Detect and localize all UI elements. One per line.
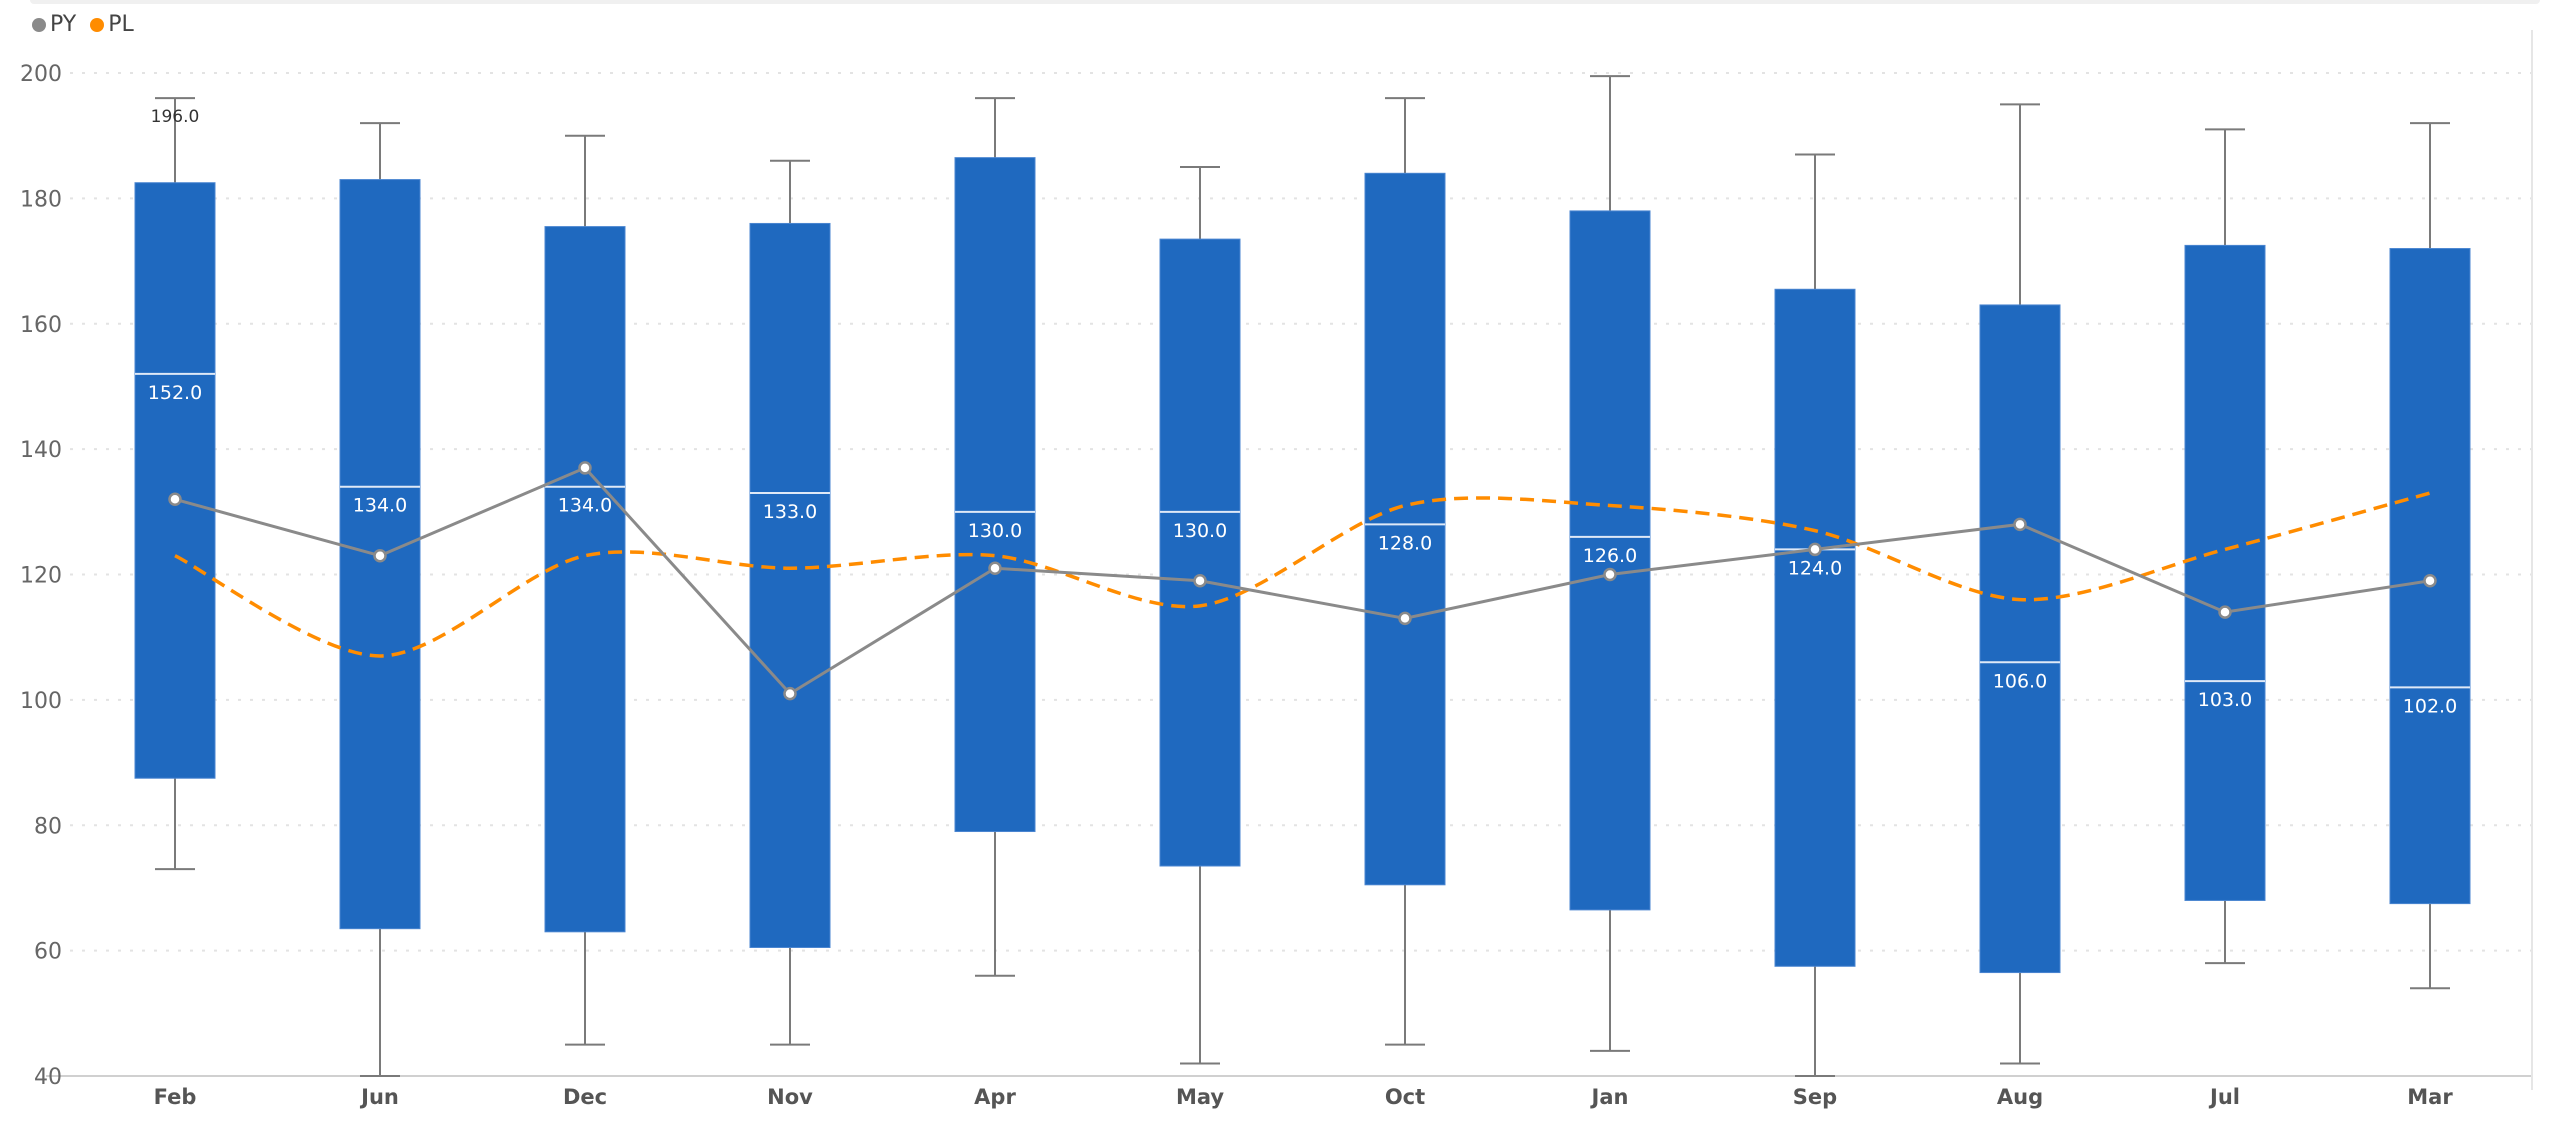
x-tick-label: May: [1176, 1085, 1224, 1109]
series-point-py: [1398, 611, 1412, 626]
box-nov[interactable]: 133.0: [749, 159, 831, 1046]
median-label: 152.0: [148, 382, 202, 404]
box-rect: [954, 157, 1036, 833]
legend-label-pl: PL: [108, 12, 134, 37]
series-point-py: [988, 561, 1002, 575]
box-rect: [2184, 244, 2266, 901]
series-point-py: [783, 686, 797, 701]
series-point-py: [373, 548, 387, 563]
box-jan[interactable]: 126.0: [1569, 75, 1651, 1052]
median-label: 128.0: [1378, 532, 1432, 554]
box-dec[interactable]: 134.0: [544, 134, 626, 1046]
series-point-py: [2423, 574, 2437, 588]
series-line-pl: [174, 491, 2431, 658]
x-tick-label: Feb: [154, 1085, 197, 1109]
median-label: 106.0: [1993, 670, 2047, 692]
median-label: 124.0: [1788, 557, 1842, 579]
median-label: 134.0: [353, 495, 407, 517]
box-jun[interactable]: 134.0: [339, 122, 421, 1077]
x-tick-label: Jan: [1590, 1085, 1629, 1109]
legend: PY PL: [32, 12, 134, 37]
x-tick-label: Jul: [2208, 1085, 2240, 1109]
x-tick-label: Mar: [2407, 1085, 2453, 1109]
x-tick-label: Aug: [1997, 1085, 2043, 1109]
box-rect: [134, 182, 216, 779]
box-may[interactable]: 130.0: [1159, 166, 1241, 1065]
box-apr[interactable]: 130.0: [954, 97, 1036, 977]
median-label: 133.0: [763, 501, 817, 523]
y-tick-label: 200: [20, 62, 62, 87]
series-point-py: [1808, 542, 1822, 557]
y-tick-label: 180: [20, 187, 62, 212]
box-rect: [1569, 210, 1651, 911]
y-tick-label: 80: [34, 814, 62, 839]
median-label: 102.0: [2403, 695, 2457, 717]
x-tick-label: Dec: [563, 1085, 607, 1109]
x-tick-label: Nov: [767, 1085, 813, 1109]
legend-label-py: PY: [50, 12, 77, 37]
box-rect: [1774, 288, 1856, 967]
box-rect: [544, 226, 626, 933]
series-point-py: [1603, 567, 1617, 582]
max-label: 196.0: [151, 107, 200, 127]
legend-dot-py-icon: [32, 17, 46, 32]
y-tick-label: 40: [34, 1065, 62, 1090]
median-label: 126.0: [1583, 545, 1637, 567]
series-line-py: [174, 466, 2431, 696]
median-label: 130.0: [1173, 520, 1227, 542]
x-tick-label: Oct: [1385, 1085, 1425, 1109]
median-label: 130.0: [968, 520, 1022, 542]
series-point-py: [168, 492, 182, 507]
y-tick-label: 60: [34, 940, 62, 965]
box-oct[interactable]: 128.0: [1364, 97, 1446, 1046]
box-feb[interactable]: 152.0: [134, 97, 216, 871]
box-sep[interactable]: 124.0: [1774, 153, 1856, 1077]
x-tick-label: Jun: [359, 1085, 399, 1109]
series-point-py: [578, 461, 592, 475]
box-mar[interactable]: 102.0: [2389, 122, 2471, 990]
box-rect: [749, 222, 831, 948]
y-tick-label: 120: [20, 564, 62, 589]
x-tick-label: Sep: [1793, 1085, 1837, 1109]
median-label: 103.0: [2198, 689, 2252, 711]
box-rect: [1159, 238, 1241, 867]
right-border: [2531, 30, 2533, 1090]
y-tick-label: 140: [20, 438, 62, 463]
legend-item-pl[interactable]: PL: [90, 12, 134, 37]
box-rect: [1979, 304, 2061, 974]
box-aug[interactable]: 106.0: [1979, 103, 2061, 1065]
series-point-py: [1193, 574, 1207, 588]
series-point-py: [2013, 517, 2027, 532]
top-border: [30, 0, 2540, 4]
legend-item-py[interactable]: PY: [32, 12, 76, 37]
series-point-py: [2218, 605, 2232, 619]
y-tick-label: 160: [20, 313, 62, 338]
median-label: 134.0: [558, 495, 612, 517]
y-tick-label: 100: [20, 689, 62, 714]
box-jul[interactable]: 103.0: [2184, 128, 2266, 965]
box-rect: [1364, 172, 1446, 886]
x-tick-label: Apr: [974, 1085, 1016, 1109]
legend-dot-pl-icon: [90, 17, 105, 32]
